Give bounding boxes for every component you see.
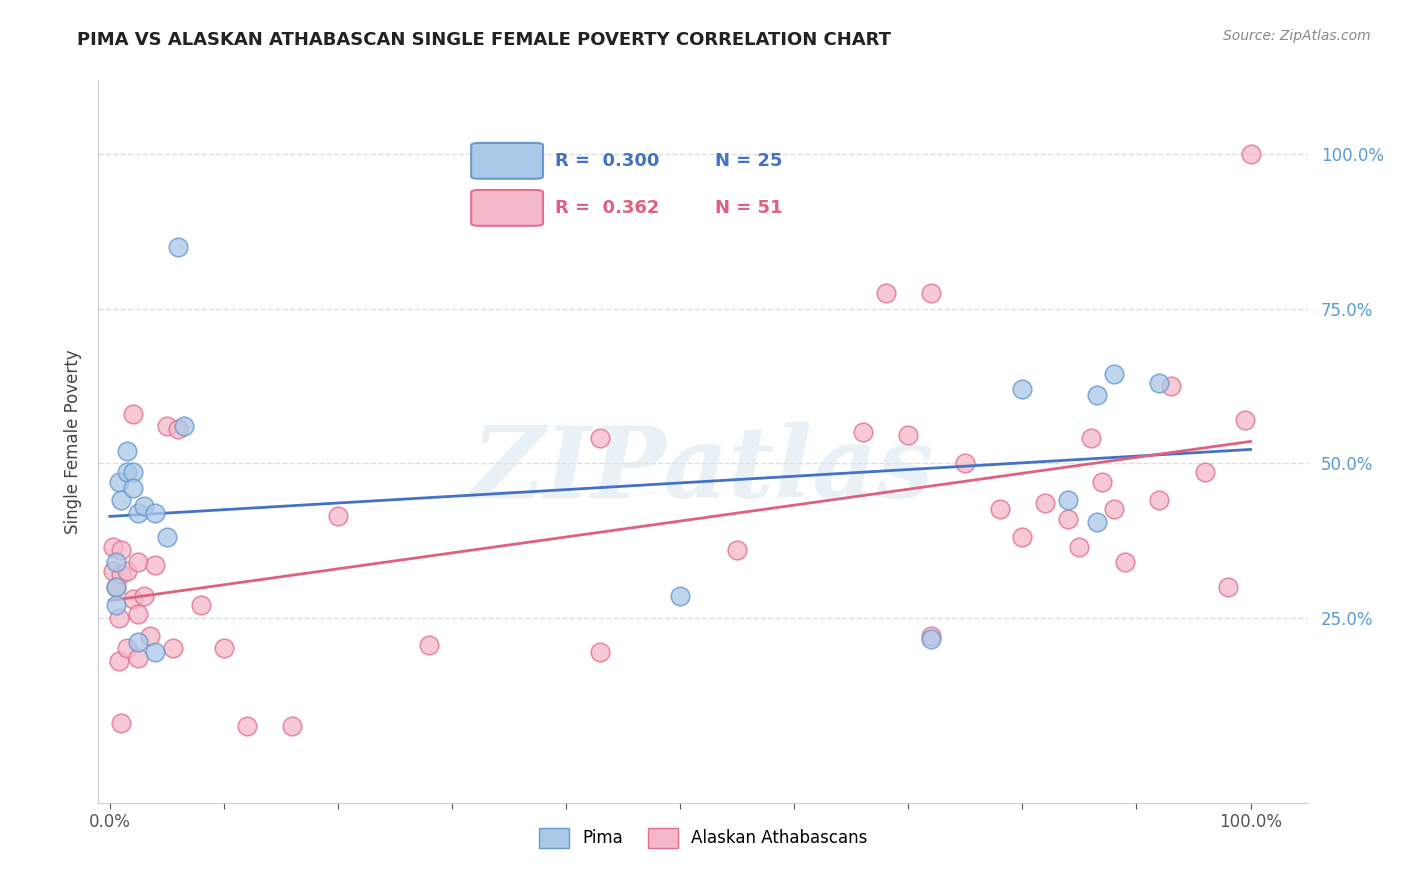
Point — [145, 558, 167, 572]
Point — [162, 641, 184, 656]
Text: PIMA VS ALASKAN ATHABASCAN SINGLE FEMALE POVERTY CORRELATION CHART: PIMA VS ALASKAN ATHABASCAN SINGLE FEMALE… — [77, 31, 891, 49]
Point — [920, 286, 942, 301]
Point — [1085, 515, 1108, 529]
Point — [955, 456, 977, 470]
Point — [212, 641, 235, 656]
Point — [145, 644, 167, 658]
Point — [1102, 367, 1125, 381]
Point — [121, 407, 143, 421]
Point — [121, 481, 143, 495]
Point — [281, 718, 304, 732]
Point — [173, 419, 195, 434]
Point — [110, 567, 132, 582]
Point — [139, 629, 162, 643]
Point — [1069, 540, 1091, 554]
Legend: Pima, Alaskan Athabascans: Pima, Alaskan Athabascans — [530, 820, 876, 856]
Point — [115, 466, 138, 480]
Point — [104, 555, 127, 569]
Point — [156, 530, 179, 544]
Point — [108, 610, 131, 624]
Point — [127, 506, 149, 520]
Point — [108, 475, 131, 489]
Point — [1057, 512, 1080, 526]
Point — [1233, 413, 1256, 427]
Point — [104, 598, 127, 612]
Point — [418, 638, 440, 652]
Point — [1149, 493, 1171, 508]
Y-axis label: Single Female Poverty: Single Female Poverty — [63, 350, 82, 533]
Point — [1011, 382, 1033, 396]
Point — [156, 419, 179, 434]
Point — [110, 715, 132, 730]
Point — [127, 555, 149, 569]
Point — [127, 635, 149, 649]
Point — [127, 650, 149, 665]
Point — [1160, 379, 1182, 393]
Point — [104, 580, 127, 594]
Point — [132, 500, 155, 514]
Point — [127, 607, 149, 622]
Point — [115, 443, 138, 458]
Point — [190, 598, 212, 612]
Point — [1114, 555, 1136, 569]
Point — [115, 564, 138, 578]
Point — [104, 580, 127, 594]
Point — [1080, 432, 1102, 446]
Point — [920, 632, 942, 647]
Point — [1239, 147, 1261, 161]
Point — [1149, 376, 1171, 390]
Point — [1033, 496, 1056, 510]
Point — [167, 240, 190, 254]
Point — [121, 466, 143, 480]
Point — [852, 425, 875, 440]
Point — [1085, 388, 1108, 402]
Point — [1216, 580, 1239, 594]
Point — [103, 564, 125, 578]
Point — [1091, 475, 1114, 489]
Point — [897, 428, 920, 442]
Point — [875, 286, 897, 301]
Point — [145, 506, 167, 520]
Point — [669, 589, 692, 603]
Point — [1057, 493, 1080, 508]
Point — [1011, 530, 1033, 544]
Text: Source: ZipAtlas.com: Source: ZipAtlas.com — [1223, 29, 1371, 43]
Point — [110, 542, 132, 557]
Point — [988, 502, 1011, 516]
Point — [110, 493, 132, 508]
Point — [115, 641, 138, 656]
Point — [589, 432, 612, 446]
Text: ZIPatlas: ZIPatlas — [472, 422, 934, 518]
Point — [235, 718, 257, 732]
Point — [326, 508, 349, 523]
Point — [1194, 466, 1216, 480]
Point — [108, 654, 131, 668]
Point — [589, 644, 612, 658]
Point — [167, 422, 190, 436]
Point — [725, 542, 748, 557]
Point — [920, 629, 942, 643]
Point — [121, 592, 143, 607]
Point — [103, 540, 125, 554]
Point — [132, 589, 155, 603]
Point — [1102, 502, 1125, 516]
